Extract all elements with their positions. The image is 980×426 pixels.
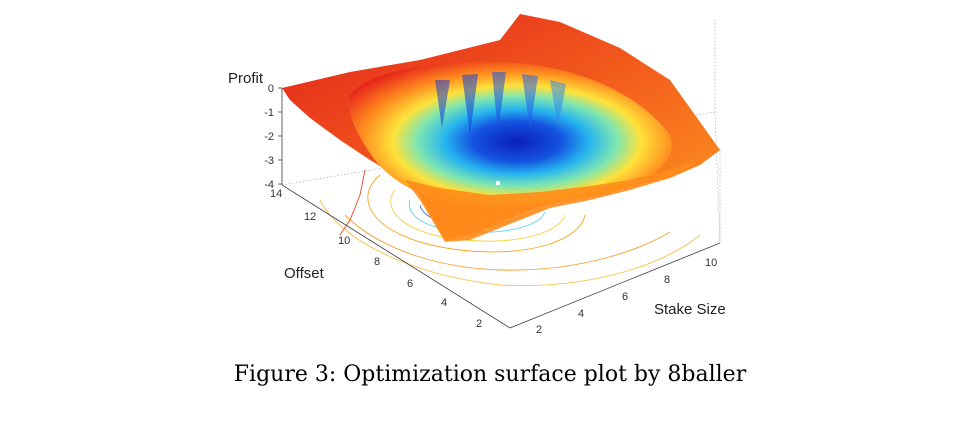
surface-front-lip bbox=[405, 160, 700, 242]
z-tick-label: -1 bbox=[264, 107, 274, 119]
y-tick-label: 12 bbox=[304, 211, 316, 223]
minimum-marker bbox=[496, 181, 500, 185]
x-tick-label: 2 bbox=[536, 324, 542, 336]
surface-streaks bbox=[435, 72, 566, 135]
x-tick-label: 4 bbox=[578, 308, 584, 320]
z-axis: 0 -1 -2 -3 -4 Profit bbox=[228, 70, 283, 191]
y-tick-label: 4 bbox=[441, 297, 447, 309]
y-axis-title: Offset bbox=[284, 265, 325, 282]
z-tick-label: -4 bbox=[264, 179, 274, 191]
z-tick-label: 0 bbox=[268, 83, 274, 95]
x-axis: 2 4 6 8 10 Stake Size bbox=[509, 242, 726, 336]
y-tick-label: 10 bbox=[338, 235, 350, 247]
y-tick-label: 2 bbox=[476, 318, 482, 330]
x-tick-label: 10 bbox=[705, 257, 717, 269]
surface-basin bbox=[349, 61, 672, 207]
z-tick-label: -3 bbox=[264, 155, 274, 167]
y-axis: 14 12 10 8 6 4 2 Offset bbox=[270, 184, 511, 330]
z-tick-label: -2 bbox=[264, 131, 274, 143]
y-tick-label: 6 bbox=[407, 278, 413, 290]
surface-plot: 0 -1 -2 -3 -4 Profit 14 12 10 8 6 4 2 Of… bbox=[228, 14, 726, 336]
x-tick-label: 6 bbox=[622, 291, 628, 303]
x-tick-label: 8 bbox=[664, 274, 670, 286]
figure-caption: Figure 3: Optimization surface plot by 8… bbox=[233, 362, 747, 387]
y-tick-label: 8 bbox=[374, 256, 380, 268]
y-tick-label: 14 bbox=[270, 188, 282, 200]
z-axis-title: Profit bbox=[228, 70, 264, 87]
x-axis-title: Stake Size bbox=[654, 301, 726, 318]
